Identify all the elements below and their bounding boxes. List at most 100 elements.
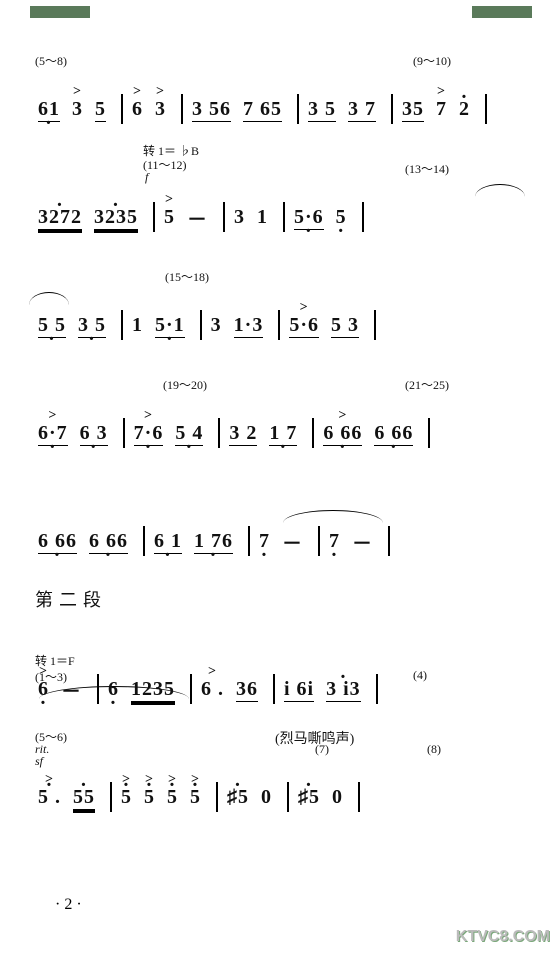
- note-group: －: [282, 527, 303, 556]
- notation-row: (15～18)5 5· 3 5· 1 5·1· 3 1·3 5·6> 5 3: [35, 286, 525, 356]
- barline: [223, 202, 225, 232]
- notes-line: 6>· － 6· 1235 6 .> 36 i 6i 3 i3·: [35, 674, 384, 704]
- octave-dot-low: ·: [339, 436, 347, 459]
- note-group: 3235·: [94, 206, 138, 229]
- note-group: 1: [132, 314, 143, 337]
- barline: [388, 526, 390, 556]
- slur-mark: [475, 184, 525, 197]
- note-group: 6 66·: [374, 422, 413, 445]
- accent-mark: >: [73, 84, 82, 100]
- annotation: sf: [35, 754, 43, 769]
- note-group: 3 5·: [78, 314, 106, 337]
- note-group: 7 65: [243, 98, 282, 121]
- section-heading: 第二段: [35, 586, 107, 612]
- notation-row: 转 1＝ ♭B(11～12)f(13～14)3272· 3235· 5> － 3…: [35, 178, 525, 248]
- note-group: 5: [95, 98, 106, 121]
- octave-dot-low: ·: [110, 692, 118, 715]
- note-group: 3>: [72, 98, 83, 121]
- notes-line: 5 5· 3 5· 1 5·1· 3 1·3 5·6> 5 3: [35, 310, 382, 340]
- note-group: 5 3: [331, 314, 359, 337]
- octave-dot-high: ·: [234, 774, 242, 797]
- notation-body: (5～8)(9～10)61· 3> 5 6> 3> 3 56 7 65 3 5 …: [35, 70, 525, 866]
- accent-mark: >: [338, 408, 347, 424]
- octave-dot-low: ·: [54, 544, 62, 567]
- barline: [190, 674, 192, 704]
- note-group: －: [352, 527, 373, 556]
- octave-dot-low: ·: [49, 436, 57, 459]
- note-group: 7>: [436, 98, 447, 121]
- note-group: 5>·: [167, 786, 178, 809]
- note-group: 1 76·: [194, 530, 233, 553]
- octave-dot-high: ·: [169, 774, 177, 797]
- annotation: (19～20): [163, 376, 207, 393]
- accent-mark: >: [437, 84, 446, 100]
- barline: [376, 674, 378, 704]
- notation-row: 第二段转 1＝F(1～3)(4)(烈马嘶鸣声)6>· － 6· 1235 6 .…: [35, 610, 525, 720]
- music-sheet-page: (5～8) (9～10) 61· 3> 5 6> 3> 3 56 7 65 3 5 …: [0, 0, 560, 954]
- annotation: (21～25): [405, 376, 449, 393]
- note-group: 6>·: [38, 678, 49, 701]
- note-group: 3 56: [192, 98, 231, 121]
- note-group: 5 5·: [38, 314, 66, 337]
- barline: [283, 202, 285, 232]
- note-group: 3 i3·: [326, 678, 361, 701]
- note-group: 3 2: [229, 422, 257, 445]
- barline: [485, 94, 487, 124]
- annotation: (11～12): [143, 156, 187, 173]
- note-group: 61·: [38, 98, 60, 121]
- barline: [200, 310, 202, 340]
- note-group: 3 5: [308, 98, 336, 121]
- note-group: 36: [236, 678, 258, 701]
- note-group: 7·: [259, 530, 270, 553]
- accent-mark: >: [165, 192, 174, 208]
- note-group: 6·7>·: [38, 422, 68, 445]
- barline: [181, 94, 183, 124]
- note-group: 0: [332, 786, 343, 809]
- octave-dot-high: ·: [56, 194, 64, 217]
- note-group: 5>·: [121, 786, 132, 809]
- notation-row: (5～6)rit.sf(7)(8)5 .>· 55· 5>· 5>· 5>· 5…: [35, 758, 525, 828]
- note-group: 5>: [164, 206, 175, 229]
- octave-dot-low: ·: [88, 328, 96, 351]
- barline: [143, 526, 145, 556]
- watermark: KTVC8.COM: [456, 928, 550, 946]
- annotation: (4): [413, 668, 427, 683]
- octave-dot-high: ·: [192, 774, 200, 797]
- annotation: (15～18): [165, 268, 209, 285]
- octave-dot-high: ·: [80, 774, 88, 797]
- barline: [312, 418, 314, 448]
- octave-dot-high: ·: [461, 86, 469, 109]
- barline: [391, 94, 393, 124]
- note-group: 1: [257, 206, 268, 229]
- barline: [318, 526, 320, 556]
- accent-mark: >: [48, 408, 57, 424]
- octave-dot-low: ·: [105, 544, 113, 567]
- annotation: (7): [315, 742, 329, 757]
- notation-row: (5～8)(9～10)61· 3> 5 6> 3> 3 56 7 65 3 5 …: [35, 70, 525, 140]
- note-group: 0: [261, 786, 272, 809]
- note-group: 5 4·: [175, 422, 203, 445]
- octave-dot-low: ·: [305, 220, 313, 243]
- annotation: (8): [427, 742, 441, 757]
- annotation: (5～8): [35, 52, 67, 69]
- accent-mark: >: [156, 84, 165, 100]
- octave-dot-low: ·: [210, 544, 218, 567]
- barline: [358, 782, 360, 812]
- note-group: 6 66·: [89, 530, 128, 553]
- note-group: 3>: [155, 98, 166, 121]
- octave-dot-low: ·: [186, 436, 194, 459]
- note-group: 5·6>: [289, 314, 319, 337]
- note-group: 3 7: [348, 98, 376, 121]
- barline: [216, 782, 218, 812]
- annotation: (9～10): [413, 52, 451, 69]
- accent-mark: >: [39, 664, 48, 680]
- note-group: 6>: [132, 98, 143, 121]
- notes-line: 5 .>· 55· 5>· 5>· 5>· 5>· ♯5· 0 ♯5· 0: [35, 782, 366, 812]
- notation-row: 6 66· 6 66· 6 1· 1 76· 7· － 7· －: [35, 502, 525, 572]
- note-group: 5·: [336, 206, 347, 229]
- note-group: 3: [211, 314, 222, 337]
- barline: [273, 674, 275, 704]
- accent-mark: >: [208, 664, 217, 680]
- note-group: 1 7·: [269, 422, 297, 445]
- barline: [287, 782, 289, 812]
